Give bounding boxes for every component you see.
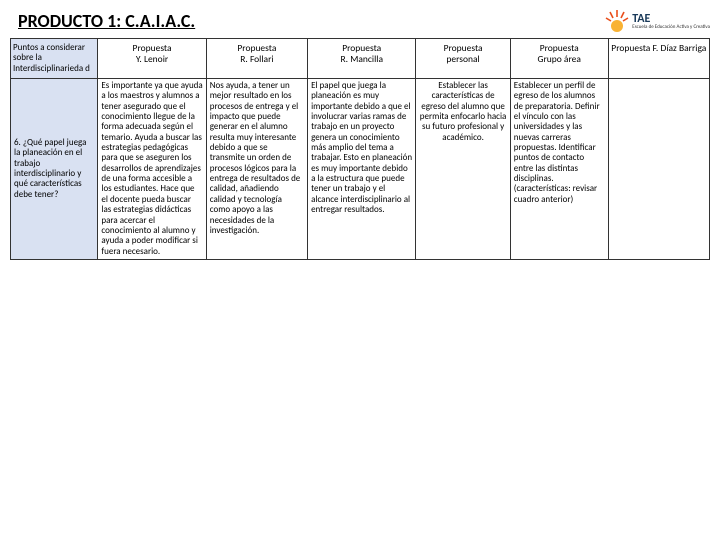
col-header-diaz: Propuesta F. Díaz Barriga [608, 39, 709, 79]
sun-icon [604, 8, 630, 34]
col-header-grupo: PropuestaGrupo área [510, 39, 608, 79]
col-header-puntos: Puntos a considerar sobre la Interdiscip… [11, 39, 98, 79]
comparison-table: Puntos a considerar sobre la Interdiscip… [10, 38, 710, 260]
logo: TAE Escuela de Educación Activa y Creati… [604, 8, 710, 34]
cell-follari: Nos ayuda, a tener un mejor resultado en… [206, 79, 307, 260]
col-header-lenoir: PropuestaY. Lenoir [98, 39, 206, 79]
page-title: PRODUCTO 1: C.A.I.A.C. [10, 10, 195, 32]
logo-subtext: Escuela de Educación Activa y Creativa [632, 25, 710, 30]
cell-diaz [608, 79, 709, 260]
cell-personal: Establecer las características de egreso… [416, 79, 510, 260]
cell-grupo: Establecer un perfil de egreso de los al… [510, 79, 608, 260]
logo-text: TAE [632, 13, 710, 25]
table-row: 6. ¿Qué papel juega la planeación en el … [11, 79, 710, 260]
table-header-row: Puntos a considerar sobre la Interdiscip… [11, 39, 710, 79]
col-header-follari: PropuestaR. Follari [206, 39, 307, 79]
col-header-personal: Propuestapersonal [416, 39, 510, 79]
row-head-q6: 6. ¿Qué papel juega la planeación en el … [11, 79, 98, 260]
cell-mancilla: El papel que juega la planeación es muy … [308, 79, 416, 260]
col-header-mancilla: PropuestaR. Mancilla [308, 39, 416, 79]
cell-lenoir: Es importante ya que ayuda a los maestro… [98, 79, 206, 260]
